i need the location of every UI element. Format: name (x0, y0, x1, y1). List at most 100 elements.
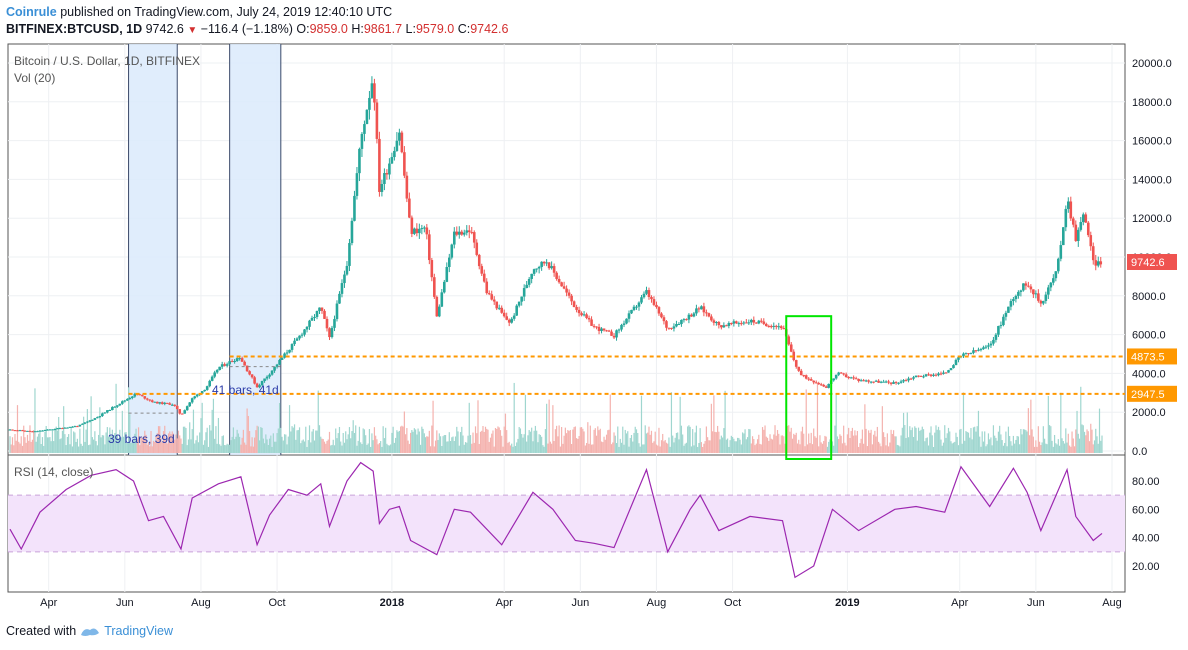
volume-bar (517, 438, 519, 453)
volume-bar (965, 431, 967, 453)
volume-bar (197, 442, 200, 453)
volume-bar (577, 438, 579, 453)
volume-bar (249, 431, 251, 453)
volume-bar (677, 432, 679, 453)
volume-bar (884, 436, 886, 453)
publisher-name[interactable]: Coinrule (6, 5, 57, 19)
volume-bar (806, 444, 809, 453)
volume-bar (610, 444, 613, 453)
volume-bar (734, 441, 736, 453)
volume-bar (1057, 439, 1059, 453)
volume-bar (987, 433, 990, 453)
volume-bar (527, 435, 529, 453)
volume-bar (234, 439, 236, 453)
candle-body (153, 401, 157, 403)
volume-bar (461, 426, 463, 453)
volume-bar (1005, 431, 1007, 453)
volume-bar (288, 405, 291, 453)
volume-bar (221, 436, 223, 453)
volume-bar (271, 446, 273, 453)
volume-bar (85, 429, 87, 453)
volume-bar (276, 433, 278, 453)
volume-bar (172, 433, 175, 453)
candle-body (447, 257, 451, 268)
candle-body (8, 429, 12, 431)
volume-bar (427, 436, 429, 453)
candle-body (862, 380, 865, 382)
down-arrow-icon: ▼ (187, 25, 198, 36)
volume-bar (685, 442, 688, 453)
volume-bar (758, 434, 760, 453)
volume-bar (955, 432, 957, 453)
volume-bar (350, 438, 352, 453)
candle-body (969, 352, 973, 354)
candle-body (747, 322, 751, 324)
volume-bar (278, 403, 281, 453)
volume-bar (132, 440, 135, 453)
volume-bar (174, 439, 176, 453)
volume-bar (573, 427, 575, 453)
volume-bar (368, 429, 371, 453)
candle-body (270, 370, 274, 375)
volume-bar (849, 437, 851, 453)
volume-bar (803, 433, 805, 453)
volume-bar (109, 427, 111, 453)
volume-bar (417, 428, 419, 453)
candle-body (944, 372, 948, 374)
candle-body (155, 401, 159, 404)
volume-bar (156, 433, 158, 453)
candle-body (670, 327, 673, 329)
volume-bar (28, 440, 30, 453)
volume-bar (804, 446, 806, 453)
volume-bar (599, 428, 601, 453)
candle-body (824, 386, 828, 388)
candle-body (318, 307, 321, 312)
candle-body (288, 349, 291, 353)
candle-body (295, 338, 299, 341)
volume-bar (1039, 441, 1041, 453)
volume-bar (682, 434, 684, 453)
candle-body (487, 293, 491, 295)
candle-body (485, 281, 489, 294)
tradingview-link[interactable]: TradingView (104, 624, 173, 638)
volume-bar (266, 439, 268, 453)
candle-body (388, 163, 391, 175)
volume-bar (131, 441, 133, 453)
volume-bar (55, 426, 57, 453)
volume-bar (332, 439, 334, 453)
chart-area[interactable]: 4873.5 2947.5 39 bars, 39d 41 bars, 41d 2000… (0, 0, 1188, 620)
volume-bar (590, 444, 593, 453)
volume-bar (833, 445, 835, 453)
volume-bar (431, 425, 433, 453)
volume-bar (116, 434, 118, 453)
candle-body (852, 377, 855, 379)
volume-bar (899, 446, 901, 453)
volume-bar (844, 442, 846, 453)
candle-body (1054, 271, 1058, 279)
candle-body (450, 244, 454, 258)
volume-bar (850, 431, 852, 453)
volume-bar (574, 426, 576, 453)
volume-bar (919, 430, 921, 453)
volume-bar (1011, 445, 1013, 453)
candle-body (977, 349, 980, 351)
volume-bar (813, 428, 815, 453)
volume-bar (70, 427, 72, 453)
candle-body (193, 396, 197, 399)
volume-bar (1051, 440, 1053, 453)
candle-body (879, 381, 883, 383)
volume-bar (778, 433, 780, 453)
volume-bar (784, 443, 786, 453)
last-price-tag-label: 9742.6 (1131, 257, 1165, 269)
volume-bar (835, 393, 837, 453)
volume-bar (733, 438, 735, 453)
candle-body (340, 283, 344, 294)
candle-body (133, 393, 137, 397)
candle-body (720, 325, 723, 328)
volume-bar (995, 437, 997, 453)
volume-bar (1037, 426, 1039, 453)
volume-bar (456, 426, 458, 453)
volume-bar (317, 390, 319, 453)
candle-body (46, 429, 49, 431)
volume-bar (875, 436, 877, 453)
